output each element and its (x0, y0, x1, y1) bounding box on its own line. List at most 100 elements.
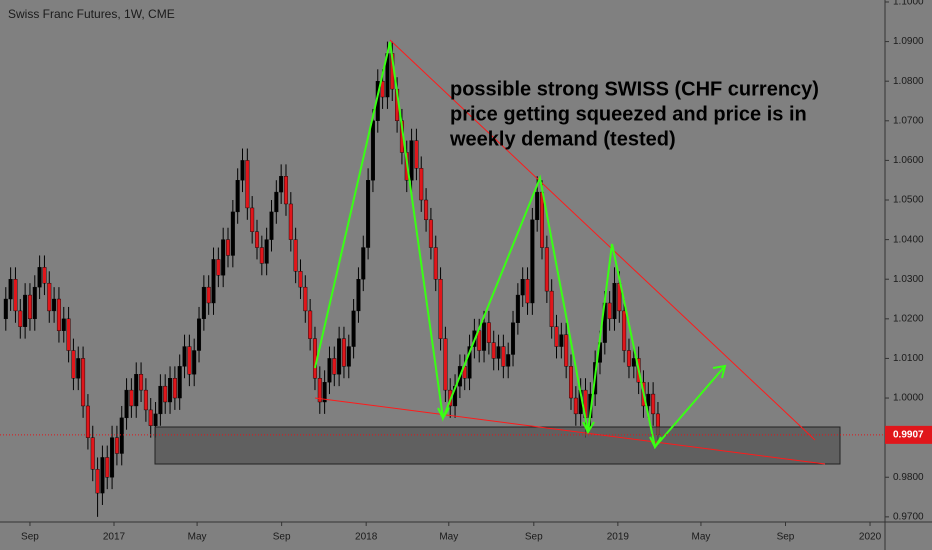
candle-body (467, 346, 472, 379)
candle-body (414, 140, 419, 169)
candle-body (245, 160, 250, 209)
candle-body (18, 310, 23, 327)
candle-body (81, 358, 86, 407)
candle-body (85, 405, 90, 438)
x-tick-label: May (691, 532, 710, 543)
x-tick-label: Sep (777, 532, 795, 543)
annotation: price getting squeezed and price is in (450, 103, 807, 125)
candle-body (61, 318, 66, 331)
candle-body (506, 354, 511, 367)
candle-body (259, 247, 264, 264)
candle-body (148, 409, 153, 426)
arrow-head (712, 364, 727, 379)
candle-body (56, 298, 61, 331)
candle-body (293, 239, 298, 272)
candle-body (153, 413, 158, 426)
candle-body (428, 219, 433, 248)
candle-body (544, 247, 549, 292)
candle-body (409, 140, 414, 181)
y-tick-label: 1.0400 (893, 234, 924, 245)
candle-body (554, 326, 559, 347)
candle-body (525, 279, 530, 304)
candle-body (646, 393, 651, 407)
candle-body (559, 334, 564, 347)
candle-body (486, 322, 491, 343)
candle-body (279, 176, 284, 193)
candle-body (71, 350, 76, 379)
arrow-head (437, 407, 450, 421)
candle-body (23, 294, 28, 327)
x-tick-label: 2019 (607, 532, 630, 543)
candle-body (216, 259, 221, 276)
candle-body (182, 346, 187, 367)
candle-body (303, 286, 308, 312)
candle-body (564, 334, 569, 367)
y-tick-label: 1.0500 (893, 195, 924, 206)
x-tick-label: Sep (525, 532, 543, 543)
candle-body (211, 259, 216, 304)
x-tick-label: May (439, 532, 458, 543)
candle-body (443, 338, 448, 391)
x-tick-label: May (188, 532, 207, 543)
candle-body (47, 282, 52, 312)
x-tick-label: 2018 (355, 532, 378, 543)
annotation: possible strong SWISS (CHF currency) (450, 78, 819, 100)
candle-body (230, 211, 235, 256)
candle-body (90, 437, 95, 470)
candle-body (235, 180, 240, 213)
candle-body (42, 267, 47, 284)
y-tick-label: 1.0200 (893, 313, 924, 324)
y-tick-label: 1.0300 (893, 274, 924, 285)
x-tick-label: Sep (273, 532, 291, 543)
candle-body (13, 279, 18, 312)
candle-body (114, 437, 119, 454)
candle-body (491, 342, 496, 359)
candle-body (129, 389, 134, 407)
candle-body (651, 393, 656, 415)
candle-body (197, 318, 202, 351)
candle-body (535, 191, 540, 221)
arrow-head (582, 421, 595, 435)
candle-body (288, 203, 293, 240)
y-tick-label: 1.0900 (893, 36, 924, 47)
candle-body (612, 282, 617, 320)
candle-body (520, 279, 525, 296)
candle-body (327, 358, 332, 383)
candle-body (332, 358, 337, 375)
candle-body (124, 389, 129, 419)
projection-path (314, 41, 726, 450)
candle-body (496, 346, 501, 359)
candle-body (3, 298, 8, 320)
candle-body (419, 168, 424, 201)
candle-body (530, 219, 535, 304)
candle-body (631, 358, 636, 367)
candle-body (105, 457, 110, 478)
candle-body (52, 298, 57, 312)
trend-line (389, 39, 816, 441)
candle-body (226, 239, 231, 256)
candle-body (250, 207, 255, 232)
y-tick-label: 0.9800 (893, 472, 924, 483)
candle-body (380, 80, 385, 98)
candle-body (424, 199, 429, 221)
candle-body (433, 247, 438, 280)
candles (3, 41, 660, 517)
candle-body (76, 358, 81, 379)
y-tick-label: 0.9700 (893, 511, 924, 522)
y-tick-label: 1.0600 (893, 155, 924, 166)
candle-body (515, 294, 520, 323)
candle-body (201, 286, 206, 320)
candle-body (110, 437, 115, 478)
candle-body (168, 378, 173, 403)
candle-body (27, 294, 32, 320)
candle-body (177, 366, 182, 399)
x-tick-label: 2017 (103, 532, 126, 543)
candle-body (366, 180, 371, 248)
candle-body (322, 381, 327, 403)
last-price-label: 0.9907 (893, 430, 924, 441)
candle-body (356, 279, 361, 312)
demand-zone (154, 426, 841, 465)
annotation: weekly demand (tested) (449, 128, 676, 150)
candle-body (172, 378, 177, 399)
